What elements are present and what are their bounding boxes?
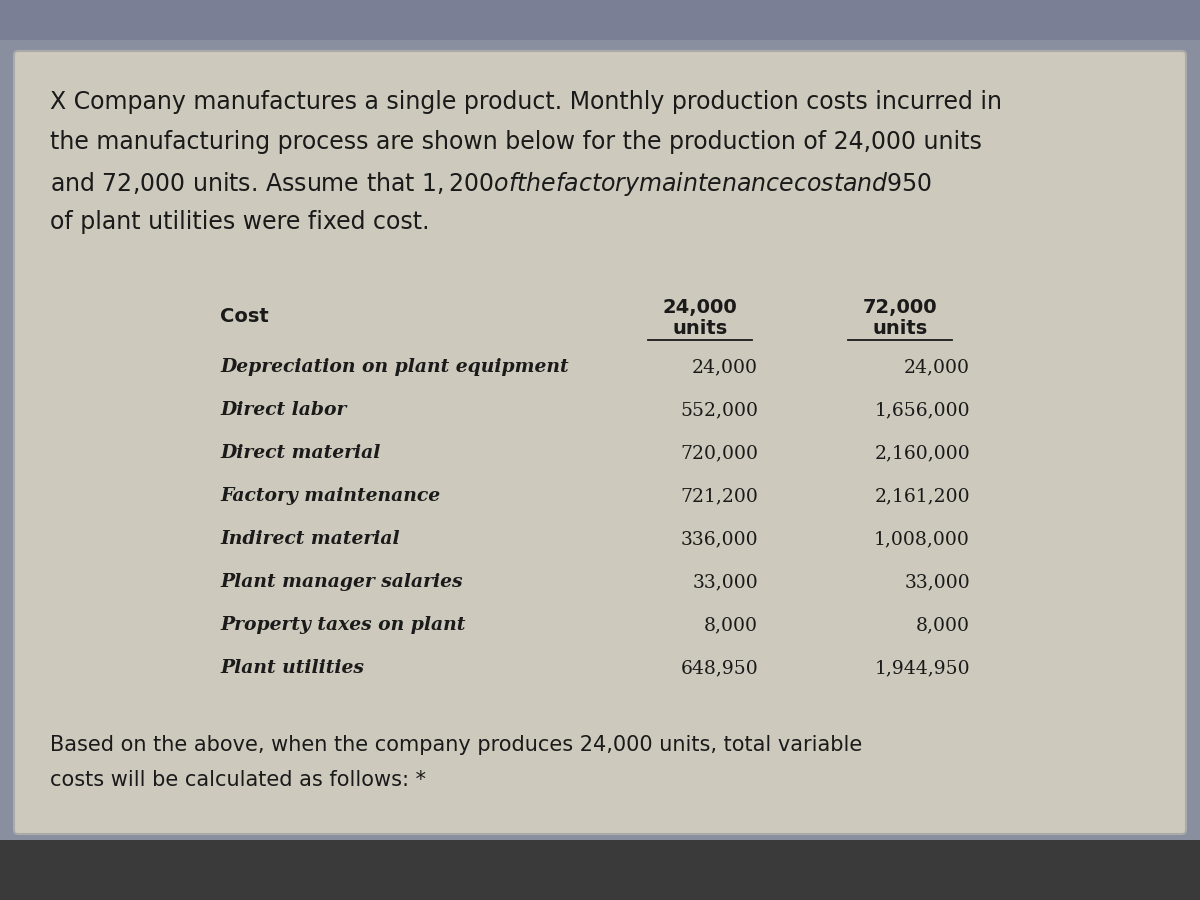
Text: 720,000: 720,000 <box>680 444 758 462</box>
Text: units: units <box>672 320 727 338</box>
Text: 2,161,200: 2,161,200 <box>875 487 970 505</box>
Text: and 72,000 units. Assume that $1,200 of the factory maintenance cost and $950: and 72,000 units. Assume that $1,200 of … <box>50 170 932 198</box>
Text: 33,000: 33,000 <box>692 573 758 591</box>
Text: units: units <box>872 320 928 338</box>
Text: Depreciation on plant equipment: Depreciation on plant equipment <box>220 358 569 376</box>
Text: 1,008,000: 1,008,000 <box>874 530 970 548</box>
Text: 24,000: 24,000 <box>692 358 758 376</box>
Text: 1,944,950: 1,944,950 <box>875 659 970 677</box>
Text: of plant utilities were fixed cost.: of plant utilities were fixed cost. <box>50 210 430 234</box>
Bar <box>0 0 1200 40</box>
Text: 2,160,000: 2,160,000 <box>875 444 970 462</box>
Text: X Company manufactures a single product. Monthly production costs incurred in: X Company manufactures a single product.… <box>50 90 1002 114</box>
Text: 72,000: 72,000 <box>863 298 937 317</box>
Text: 1,656,000: 1,656,000 <box>875 401 970 419</box>
Text: Direct material: Direct material <box>220 444 380 462</box>
Text: costs will be calculated as follows: *: costs will be calculated as follows: * <box>50 770 426 790</box>
Text: Indirect material: Indirect material <box>220 530 400 548</box>
Bar <box>0 840 1200 900</box>
Text: 8,000: 8,000 <box>704 616 758 634</box>
Text: 721,200: 721,200 <box>680 487 758 505</box>
Text: the manufacturing process are shown below for the production of 24,000 units: the manufacturing process are shown belo… <box>50 130 982 154</box>
Text: 8,000: 8,000 <box>916 616 970 634</box>
FancyBboxPatch shape <box>14 51 1186 834</box>
Text: Factory maintenance: Factory maintenance <box>220 487 440 505</box>
Text: Direct labor: Direct labor <box>220 401 347 419</box>
Text: Plant manager salaries: Plant manager salaries <box>220 573 462 591</box>
Text: Cost: Cost <box>220 308 269 327</box>
Text: Based on the above, when the company produces 24,000 units, total variable: Based on the above, when the company pro… <box>50 735 863 755</box>
Text: 552,000: 552,000 <box>680 401 758 419</box>
Text: 336,000: 336,000 <box>680 530 758 548</box>
Text: 24,000: 24,000 <box>904 358 970 376</box>
Text: 648,950: 648,950 <box>680 659 758 677</box>
Text: Plant utilities: Plant utilities <box>220 659 364 677</box>
Text: 24,000: 24,000 <box>662 298 737 317</box>
Text: 33,000: 33,000 <box>905 573 970 591</box>
Text: Property taxes on plant: Property taxes on plant <box>220 616 466 634</box>
